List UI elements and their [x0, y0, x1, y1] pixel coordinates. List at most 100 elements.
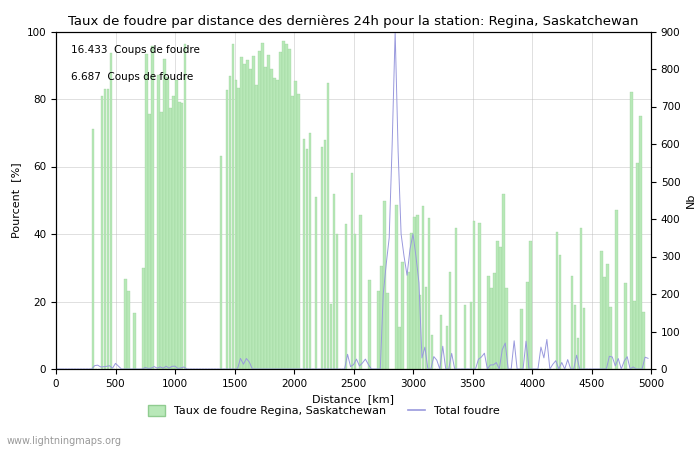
Title: Taux de foudre par distance des dernières 24h pour la station: Regina, Saskatche: Taux de foudre par distance des dernière… — [69, 14, 638, 27]
Bar — [395, 206, 398, 369]
Bar — [487, 276, 490, 369]
Bar — [520, 309, 523, 369]
Bar — [246, 60, 249, 369]
Bar — [169, 108, 172, 369]
Bar — [398, 327, 400, 369]
Bar — [624, 283, 626, 369]
Bar — [151, 46, 154, 369]
Bar — [526, 283, 528, 369]
Bar — [104, 90, 106, 369]
Bar — [422, 206, 424, 369]
Bar — [419, 295, 421, 369]
Bar — [413, 217, 416, 369]
Bar — [634, 301, 636, 369]
Bar — [577, 338, 579, 369]
Bar — [630, 91, 633, 369]
Bar — [237, 88, 240, 369]
Bar — [225, 90, 228, 369]
Bar — [360, 216, 362, 369]
Y-axis label: Nb: Nb — [686, 193, 696, 208]
Bar — [463, 305, 466, 369]
Bar — [92, 129, 94, 369]
Bar — [270, 69, 273, 369]
Bar — [428, 218, 430, 369]
Bar — [440, 315, 442, 369]
Bar — [636, 162, 638, 369]
Bar — [377, 291, 380, 369]
Bar — [220, 157, 222, 369]
Bar — [446, 326, 448, 369]
Bar — [184, 44, 186, 369]
Bar — [529, 241, 531, 369]
Bar — [327, 83, 329, 369]
Bar — [380, 266, 383, 369]
Bar — [354, 234, 356, 369]
Bar — [279, 51, 281, 369]
Bar — [178, 102, 181, 369]
Bar — [166, 77, 169, 369]
Bar — [582, 308, 585, 369]
Bar — [258, 51, 261, 369]
Bar — [253, 56, 255, 369]
Bar — [407, 272, 410, 369]
Bar — [234, 80, 237, 369]
Bar — [267, 55, 270, 369]
Bar — [606, 264, 609, 369]
Bar — [306, 148, 309, 369]
Bar — [323, 140, 326, 369]
Bar — [410, 233, 412, 369]
Bar — [309, 134, 312, 369]
Bar — [574, 305, 576, 369]
Bar — [330, 304, 332, 369]
Bar — [580, 228, 582, 369]
Bar — [291, 96, 293, 369]
Bar — [609, 306, 612, 369]
Bar — [639, 116, 642, 369]
Bar — [315, 197, 317, 369]
Bar — [127, 291, 130, 369]
Bar — [496, 241, 499, 369]
Bar — [232, 44, 234, 369]
Bar — [642, 312, 645, 369]
Bar — [288, 49, 290, 369]
Bar — [416, 215, 419, 369]
Bar — [106, 89, 109, 369]
Bar — [401, 262, 404, 369]
Bar — [455, 228, 457, 369]
Bar — [146, 54, 148, 369]
Bar — [470, 302, 472, 369]
Bar — [294, 81, 297, 369]
Bar — [249, 69, 252, 369]
Bar — [297, 94, 300, 369]
Text: www.lightningmaps.org: www.lightningmaps.org — [7, 436, 122, 446]
Bar — [431, 335, 433, 369]
Bar — [228, 76, 231, 369]
Bar — [386, 293, 389, 369]
Bar — [351, 173, 353, 369]
Bar — [282, 41, 285, 369]
Bar — [601, 251, 603, 369]
Bar — [172, 96, 174, 369]
Bar — [321, 148, 323, 369]
Bar — [256, 86, 258, 369]
Bar — [285, 44, 288, 369]
Bar — [336, 234, 338, 369]
Bar — [494, 273, 496, 369]
Bar — [134, 313, 136, 369]
Bar — [175, 80, 178, 369]
Bar — [241, 57, 243, 369]
Bar — [505, 288, 508, 369]
Bar — [181, 103, 183, 369]
Bar — [559, 255, 561, 369]
Bar — [265, 67, 267, 369]
Bar — [344, 224, 347, 369]
Y-axis label: Pourcent  [%]: Pourcent [%] — [11, 162, 21, 238]
Bar — [273, 77, 276, 369]
Bar — [148, 114, 150, 369]
Bar — [101, 96, 103, 369]
Bar — [449, 272, 452, 369]
Bar — [603, 277, 606, 369]
Bar — [499, 247, 502, 369]
Bar — [110, 53, 112, 369]
Legend: Taux de foudre Regina, Saskatchewan, Total foudre: Taux de foudre Regina, Saskatchewan, Tot… — [144, 400, 504, 421]
